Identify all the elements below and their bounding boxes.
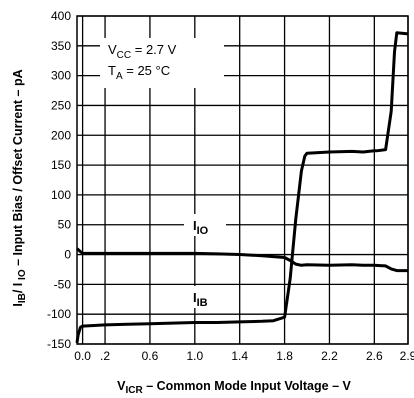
x-tick-label: 1.0	[186, 349, 203, 363]
y-tick-label: 350	[51, 39, 71, 53]
x-tick-label: .2	[100, 349, 110, 363]
y-tick-labels: 400 350 300 250 200 150 100 50 0 -50 -100 -150	[47, 9, 71, 351]
y-tick-label: -100	[47, 307, 71, 321]
y-tick-label: 50	[58, 218, 72, 232]
x-tick-label: 2.9	[400, 349, 414, 363]
x-tick-label: 1.4	[231, 349, 248, 363]
y-tick-label: 250	[51, 98, 71, 112]
y-tick-label: -150	[47, 337, 71, 351]
y-tick-label: 100	[51, 188, 71, 202]
series-line-iib	[75, 31, 409, 344]
iio-series-label: IIO	[184, 214, 226, 237]
vcc-annotation: VCC = 2.7 V	[108, 42, 177, 61]
x-tick-label: 2.2	[321, 349, 338, 363]
condition-annotation: VCC = 2.7 V TA = 25 °C	[100, 38, 224, 88]
x-tick-label: 0.0	[74, 349, 91, 363]
x-axis-title: VICR – Common Mode Input Voltage – V	[117, 379, 351, 396]
x-tick-label: 1.8	[276, 349, 293, 363]
y-tick-label: 400	[51, 9, 71, 23]
x-tick-label: 2.6	[366, 349, 383, 363]
y-axis-title: IIB/ I IO – Input Bias / Offset Current …	[11, 69, 28, 306]
y-tick-label: 300	[51, 69, 71, 83]
plot-frame	[76, 15, 409, 345]
x-tick-label: 0.6	[142, 349, 159, 363]
y-tick-label: 0	[64, 248, 71, 262]
series-line-iio	[76, 247, 408, 273]
y-tick-label: 200	[51, 128, 71, 142]
y-tick-label: -50	[54, 277, 72, 291]
iib-series-label: IIB	[184, 286, 226, 309]
x-tick-labels: 0.0 .2 0.6 1.0 1.4 1.8 2.2 2.6 2.9	[74, 349, 414, 363]
svg-text:IIO: IIO	[193, 218, 209, 237]
svg-text:IIB: IIB	[193, 290, 208, 309]
ta-annotation: TA = 25 °C	[108, 63, 170, 82]
y-tick-label: 150	[51, 158, 71, 172]
series-layer	[75, 31, 409, 344]
